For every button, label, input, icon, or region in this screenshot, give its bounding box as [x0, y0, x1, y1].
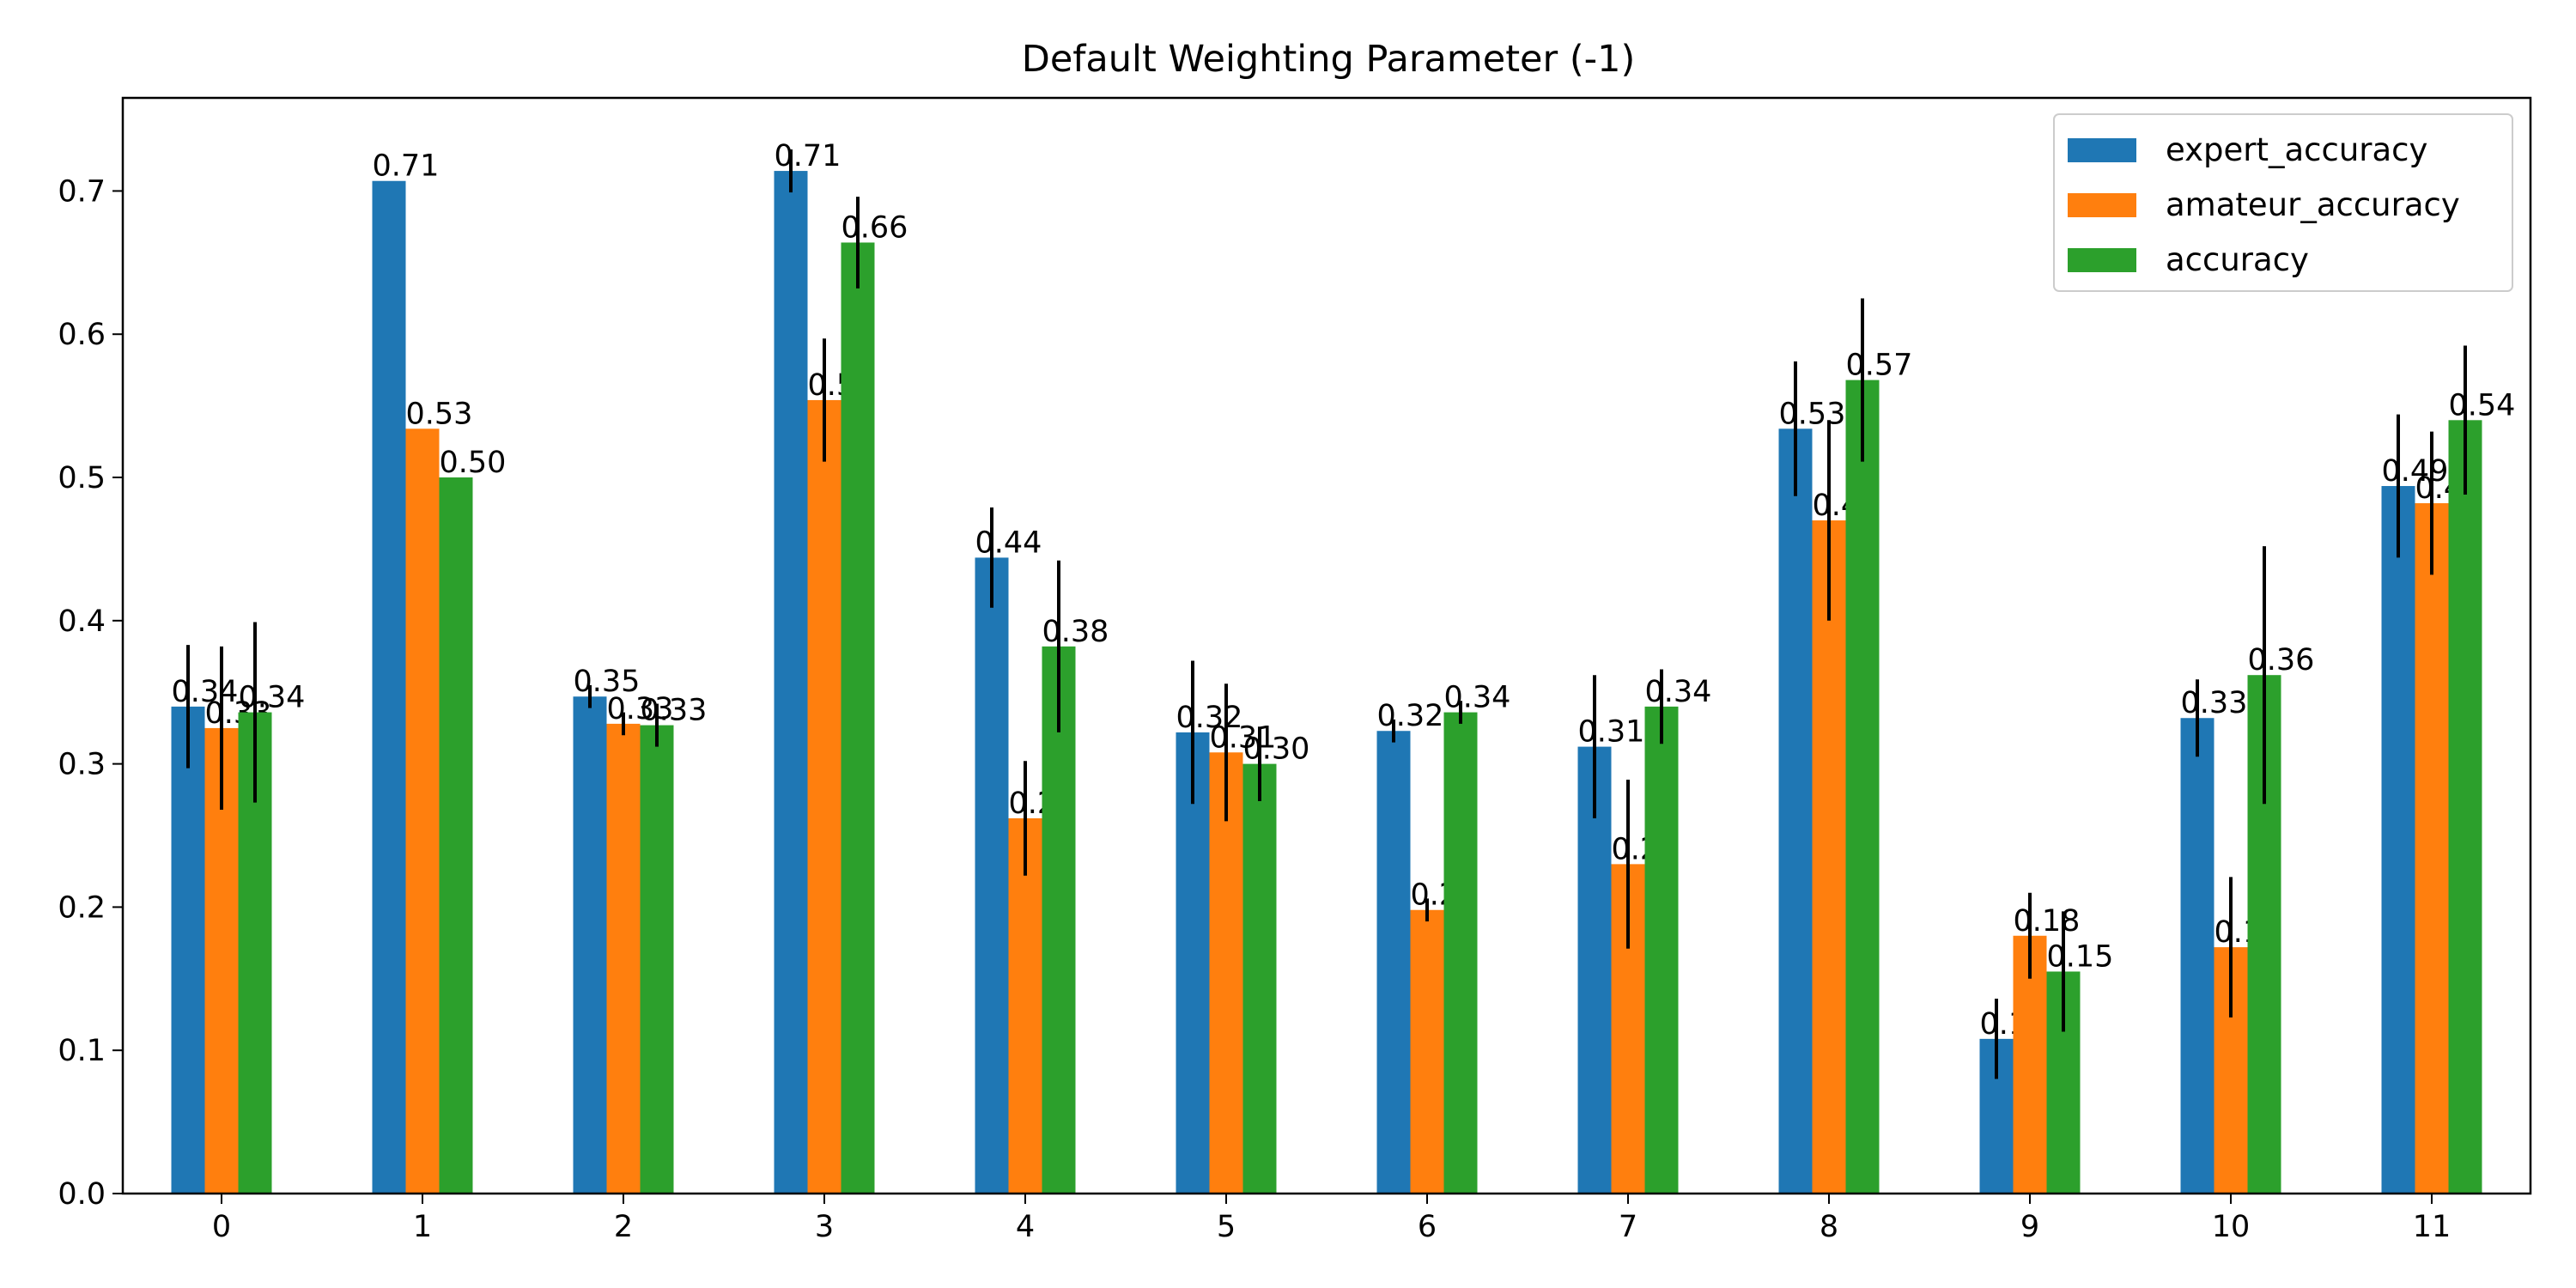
- bar-amateur_accuracy: [1812, 520, 1846, 1194]
- x-tick-label: 9: [2020, 1210, 2039, 1244]
- data-label: 0.35: [574, 665, 641, 699]
- chart-title: Default Weighting Parameter (-1): [1022, 38, 1636, 81]
- legend-entry: accuracy: [2166, 241, 2309, 278]
- data-label: 0.18: [2014, 904, 2081, 939]
- y-tick-label: 0.0: [58, 1177, 106, 1212]
- x-tick-label: 10: [2212, 1210, 2251, 1244]
- y-tick-label: 0.1: [58, 1034, 106, 1068]
- bar-expert_accuracy: [1577, 746, 1612, 1194]
- bar-expert_accuracy: [774, 171, 808, 1194]
- bar-accuracy: [1644, 706, 1679, 1194]
- data-label: 0.32: [1176, 701, 1243, 735]
- data-label: 0.15: [2047, 939, 2114, 974]
- bar-accuracy: [1242, 763, 1277, 1194]
- bar-amateur_accuracy: [1209, 752, 1243, 1194]
- data-label: 0.32: [1377, 699, 1444, 733]
- bar-expert_accuracy: [171, 706, 205, 1194]
- y-tick-label: 0.5: [58, 461, 106, 495]
- data-label: 0.53: [406, 397, 473, 431]
- y-tick-label: 0.7: [58, 174, 106, 209]
- legend-entry: expert_accuracy: [2166, 131, 2427, 168]
- bar-expert_accuracy: [1778, 428, 1813, 1194]
- data-label: 0.54: [2449, 388, 2516, 422]
- data-label: 0.34: [1645, 675, 1712, 709]
- data-label: 0.30: [1243, 732, 1310, 767]
- bar-accuracy: [2448, 420, 2482, 1194]
- legend-swatch: [2068, 193, 2136, 217]
- bar-accuracy: [841, 242, 875, 1194]
- bar-amateur_accuracy: [1410, 909, 1444, 1194]
- bar-expert_accuracy: [1176, 732, 1210, 1194]
- data-label: 0.31: [1210, 720, 1277, 755]
- legend-box: [2053, 113, 2513, 292]
- legend-swatch: [2068, 138, 2136, 162]
- data-label: 0.49: [2382, 454, 2449, 489]
- axes-frame: [121, 96, 2532, 1195]
- y-tick-label: 0.2: [58, 890, 106, 925]
- x-tick-label: 8: [1820, 1210, 1838, 1244]
- data-label: 0.66: [841, 210, 908, 245]
- data-label: 0.71: [373, 149, 440, 184]
- bar-amateur_accuracy: [405, 428, 440, 1194]
- legend-entry: amateur_accuracy: [2166, 186, 2460, 223]
- data-label: 0.57: [1846, 349, 1913, 383]
- data-label: 0.38: [1042, 615, 1109, 649]
- bar-accuracy: [1443, 712, 1478, 1194]
- data-label: 0.34: [172, 675, 239, 709]
- data-label: 0.34: [1444, 681, 1511, 715]
- x-tick-label: 6: [1418, 1210, 1437, 1244]
- data-label: 0.71: [775, 139, 841, 173]
- data-label: 0.53: [1779, 397, 1846, 431]
- bar-amateur_accuracy: [2415, 503, 2449, 1194]
- y-tick-label: 0.4: [58, 605, 106, 639]
- x-tick-label: 2: [614, 1210, 633, 1244]
- data-label: 0.33: [607, 692, 674, 726]
- bar-expert_accuracy: [975, 557, 1009, 1194]
- y-tick-label: 0.6: [58, 318, 106, 352]
- bar-accuracy: [640, 725, 674, 1194]
- bar-expert_accuracy: [2180, 718, 2215, 1194]
- legend-swatch: [2068, 248, 2136, 272]
- y-tick-label: 0.3: [58, 748, 106, 782]
- bar-accuracy: [1042, 646, 1076, 1194]
- data-label: 0.36: [2248, 643, 2315, 677]
- legend: expert_accuracy amateur_accuracy accuracy: [2053, 113, 2513, 292]
- bar-amateur_accuracy: [606, 723, 641, 1194]
- bar-accuracy: [439, 477, 473, 1194]
- x-tick-label: 4: [1016, 1210, 1035, 1244]
- data-label: 0.44: [975, 526, 1042, 560]
- x-tick-label: 11: [2413, 1210, 2451, 1244]
- x-tick-label: 0: [212, 1210, 231, 1244]
- x-tick-label: 1: [413, 1210, 432, 1244]
- data-label: 0.34: [239, 681, 306, 715]
- data-label: 0.33: [2181, 686, 2248, 720]
- bar-expert_accuracy: [2381, 486, 2415, 1194]
- bar-accuracy: [1845, 380, 1880, 1194]
- bar-expert_accuracy: [372, 180, 406, 1194]
- bar-amateur_accuracy: [807, 399, 841, 1194]
- x-tick-label: 3: [815, 1210, 834, 1244]
- plot-area: 0.0 0.1 0.2 0.3 0.4 0.5 0.6 0.7 0.34 0.33 0.34 0 0.7…: [58, 96, 2532, 1244]
- data-label: 0.33: [641, 694, 708, 728]
- data-label: 0.31: [1578, 715, 1645, 750]
- x-tick-label: 7: [1619, 1210, 1637, 1244]
- bar-expert_accuracy: [1376, 731, 1411, 1194]
- bar-amateur_accuracy: [1008, 817, 1042, 1194]
- bar-expert_accuracy: [573, 696, 607, 1194]
- x-tick-label: 5: [1217, 1210, 1236, 1244]
- data-label: 0.50: [440, 446, 507, 480]
